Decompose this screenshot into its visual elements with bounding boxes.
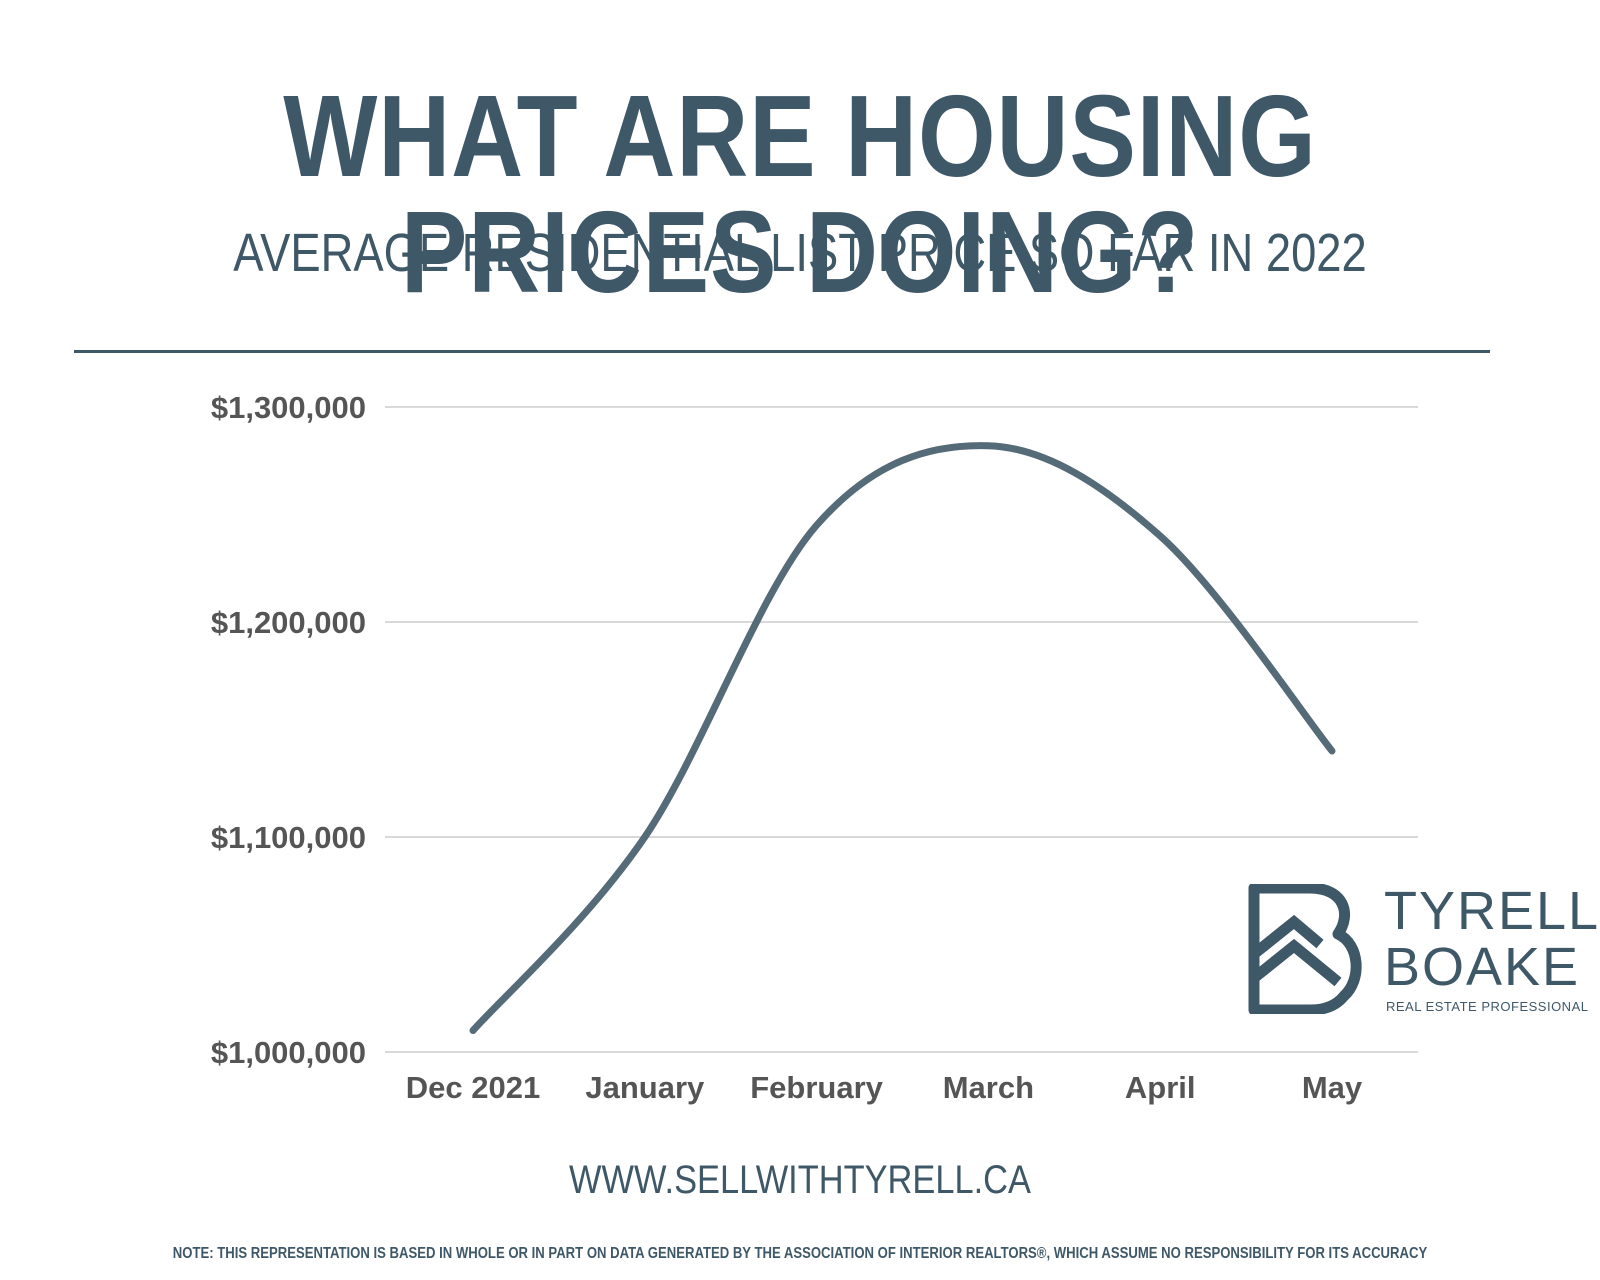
- series-layer: [469, 442, 1336, 1034]
- gridlines: [385, 406, 1418, 1053]
- x-tick-label: April: [1125, 1070, 1196, 1105]
- y-axis-labels: $1,000,000 $1,100,000 $1,200,000 $1,300,000: [211, 390, 366, 1070]
- page-title: WHAT ARE HOUSING PRICES DOING?: [283, 71, 1317, 317]
- house-b-monogram-icon: [1248, 884, 1362, 1014]
- series-line: [469, 442, 1336, 1034]
- y-tick-label: $1,000,000: [211, 1035, 366, 1070]
- logo-name-last: BOAKE: [1384, 937, 1581, 997]
- logo-name-first: TYRELL: [1384, 881, 1600, 941]
- x-axis-labels: Dec 2021 January February March April May: [406, 1070, 1363, 1105]
- y-tick-label: $1,300,000: [211, 390, 366, 425]
- x-tick-label: May: [1302, 1070, 1363, 1105]
- website-link[interactable]: WWW.SELLWITHTYRELL.CA: [569, 1158, 1031, 1202]
- x-tick-label: March: [943, 1070, 1034, 1105]
- line-chart: $1,000,000 $1,100,000 $1,200,000 $1,300,000…: [211, 390, 1418, 1105]
- x-tick-label: January: [585, 1070, 705, 1105]
- disclaimer-note: NOTE: THIS REPRESENTATION IS BASED IN WH…: [172, 1245, 1428, 1262]
- brand-logo: TYRELL BOAKE REAL ESTATE PROFESSIONAL: [1248, 884, 1598, 1014]
- x-tick-label: Dec 2021: [406, 1070, 540, 1105]
- y-tick-label: $1,100,000: [211, 820, 366, 855]
- page-subtitle: AVERAGE RESIDENTIAL LIST PRICE SO FAR IN…: [233, 223, 1367, 283]
- logo-tagline: REAL ESTATE PROFESSIONAL: [1386, 999, 1589, 1014]
- x-tick-label: February: [750, 1070, 883, 1105]
- y-tick-label: $1,200,000: [211, 605, 366, 640]
- header-divider: [74, 350, 1490, 353]
